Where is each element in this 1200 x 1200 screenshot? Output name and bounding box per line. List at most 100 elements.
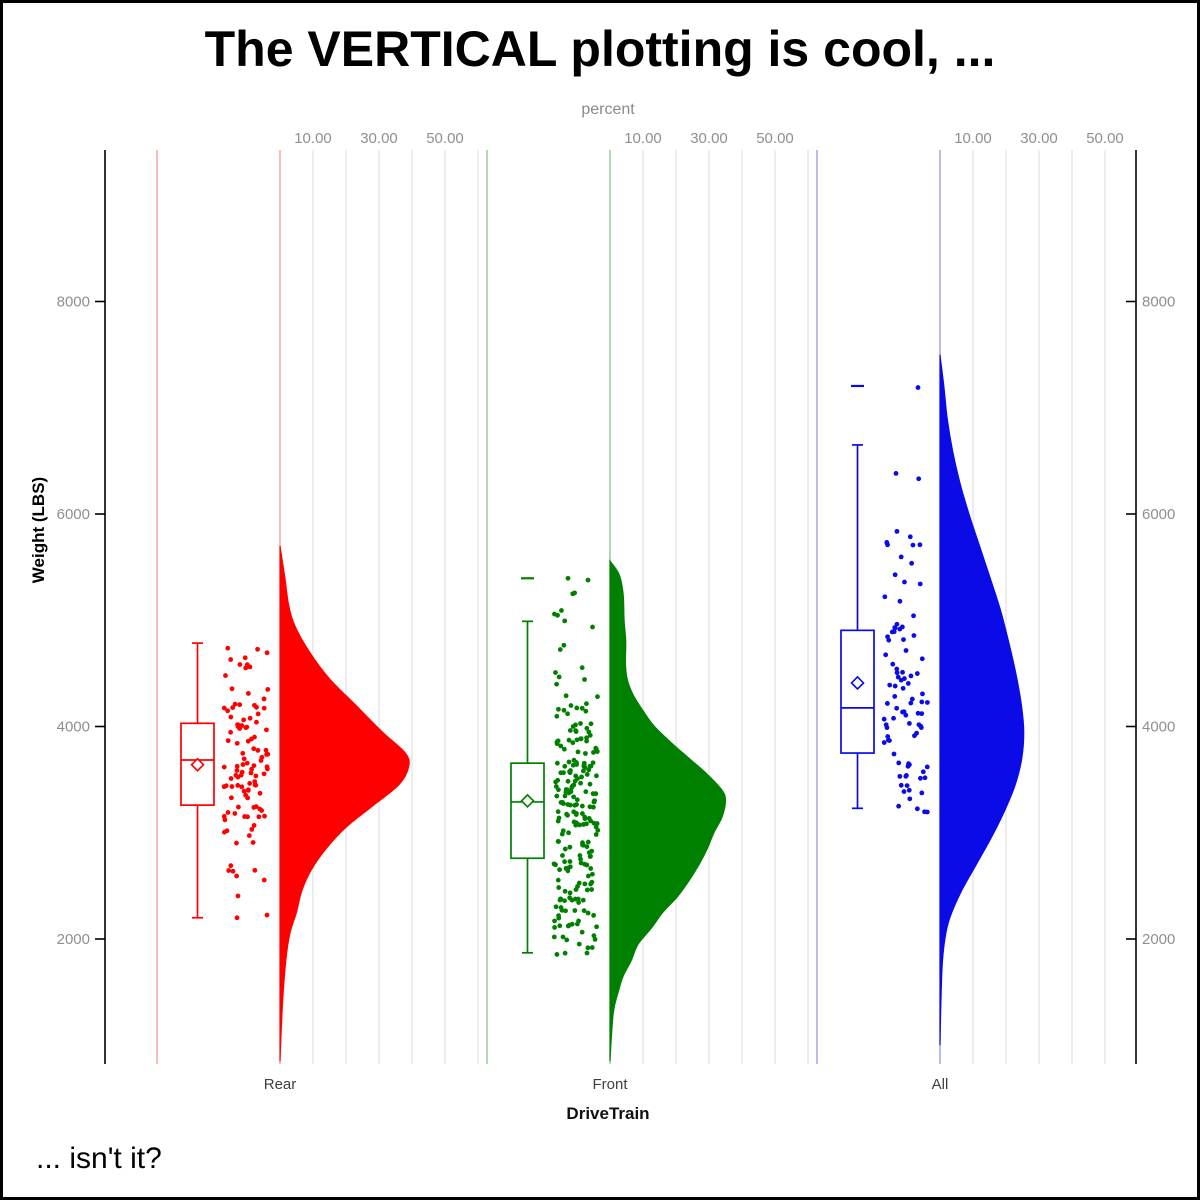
jitter-point xyxy=(566,737,572,743)
jitter-point xyxy=(884,725,890,731)
jitter-point xyxy=(574,802,579,807)
jitter-point xyxy=(908,673,914,679)
jitter-point xyxy=(914,671,920,676)
jitter-point xyxy=(582,677,587,682)
jitter-point xyxy=(573,728,579,734)
jitter-point xyxy=(568,703,574,708)
jitter-point xyxy=(897,773,903,779)
jitter-point xyxy=(241,756,247,762)
jitter-point xyxy=(552,925,557,930)
right-axis-tick-label: 2000 xyxy=(1142,931,1175,948)
jitter-point xyxy=(924,700,930,705)
jitter-point xyxy=(565,868,571,874)
jitter-point xyxy=(253,773,259,779)
jitter-point xyxy=(584,772,590,777)
jitter-point xyxy=(564,811,570,817)
jitter-point xyxy=(243,792,249,798)
jitter-point xyxy=(243,665,249,671)
jitter-point xyxy=(262,813,267,819)
jitter-point xyxy=(574,705,580,711)
jitter-point xyxy=(582,765,588,770)
jitter-point xyxy=(571,794,577,800)
jitter-point xyxy=(252,867,258,873)
jitter-point xyxy=(567,890,573,896)
jitter-point xyxy=(249,826,255,832)
jitter-point xyxy=(894,705,900,711)
jitter-point xyxy=(561,642,567,648)
jitter-point xyxy=(558,743,564,749)
jitter-point xyxy=(898,554,904,560)
jitter-point xyxy=(242,655,248,661)
jitter-point xyxy=(233,772,239,778)
jitter-point xyxy=(583,789,589,795)
jitter-point xyxy=(582,814,588,820)
jitter-point xyxy=(883,652,889,658)
jitter-point xyxy=(922,775,928,781)
jitter-point xyxy=(892,625,898,631)
jitter-point xyxy=(572,896,578,902)
jitter-point xyxy=(881,716,887,722)
jitter-point xyxy=(244,760,250,766)
jitter-point xyxy=(554,793,560,799)
jitter-point xyxy=(235,782,241,788)
jitter-point xyxy=(250,840,256,845)
jitter-point xyxy=(591,820,597,826)
jitter-point xyxy=(574,921,580,927)
jitter-point xyxy=(594,773,599,779)
jitter-point xyxy=(881,740,887,745)
jitter-point xyxy=(578,780,583,786)
jitter-point xyxy=(566,789,572,795)
jitter-point xyxy=(579,665,585,671)
jitter-point xyxy=(585,945,591,951)
jitter-point xyxy=(584,950,590,956)
jitter-point xyxy=(573,722,578,728)
jitter-point xyxy=(891,751,897,757)
jitter-point xyxy=(557,867,562,873)
category-label: Rear xyxy=(264,1076,297,1093)
jitter-point xyxy=(893,470,899,476)
jitter-point xyxy=(908,700,914,706)
percent-tick-label: 10.00 xyxy=(294,130,332,147)
percent-tick-label: 30.00 xyxy=(360,130,398,147)
jitter-point xyxy=(576,941,582,947)
jitter-point xyxy=(261,877,267,883)
jitter-point xyxy=(894,670,900,676)
jitter-point xyxy=(592,936,598,942)
percent-tick-label: 10.00 xyxy=(954,130,992,147)
jitter-point xyxy=(582,881,588,887)
jitter-point xyxy=(559,608,564,613)
iqr-box xyxy=(510,762,545,860)
jitter-point xyxy=(593,791,599,797)
jitter-point xyxy=(907,721,912,726)
jitter-point xyxy=(567,802,573,808)
jitter-point xyxy=(225,645,231,651)
jitter-point xyxy=(590,760,596,766)
jitter-point xyxy=(917,581,923,587)
jitter-point xyxy=(244,724,250,730)
jitter-point xyxy=(589,945,595,950)
jitter-point xyxy=(255,711,261,717)
jitter-point xyxy=(584,725,590,731)
jitter-point xyxy=(583,708,589,714)
percent-tick-label: 10.00 xyxy=(624,130,662,147)
jitter-point xyxy=(902,579,907,585)
jitter-point xyxy=(584,862,590,868)
jitter-point xyxy=(917,542,923,548)
jitter-point xyxy=(558,770,564,776)
jitter-point xyxy=(553,784,559,789)
jitter-point xyxy=(221,764,227,770)
jitter-point xyxy=(585,910,591,916)
jitter-point xyxy=(576,900,582,905)
jitter-point xyxy=(910,542,916,548)
jitter-point xyxy=(553,779,559,785)
jitter-point xyxy=(555,877,561,883)
jitter-point xyxy=(564,937,570,943)
jitter-point xyxy=(904,773,909,778)
jitter-point xyxy=(562,793,568,799)
right-axis-tick-label: 8000 xyxy=(1142,294,1175,311)
jitter-point xyxy=(240,762,246,767)
jitter-point xyxy=(225,738,231,744)
chart-footnote: ... isn't it? xyxy=(36,1142,162,1175)
jitter-point xyxy=(587,781,593,787)
